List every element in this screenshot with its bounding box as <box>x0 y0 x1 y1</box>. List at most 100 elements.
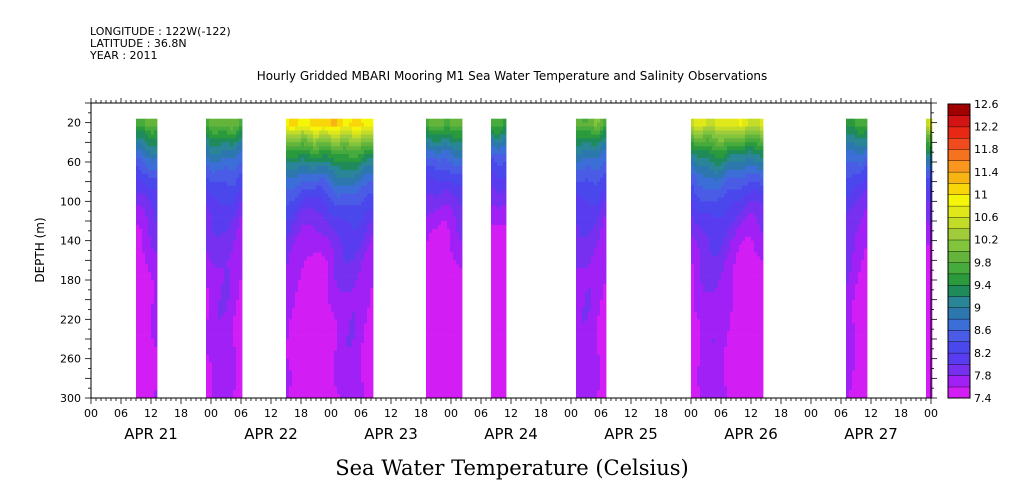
heatmap-cell <box>295 213 299 218</box>
heatmap-cell <box>370 118 374 123</box>
heatmap-cell <box>334 221 338 226</box>
heatmap-cell <box>298 362 302 367</box>
heatmap-cell <box>331 386 335 391</box>
heatmap-cell <box>331 197 335 202</box>
heatmap-cell <box>494 327 498 332</box>
heatmap-cell <box>491 232 495 238</box>
heatmap-cell <box>236 327 240 332</box>
heatmap-cell <box>307 221 311 226</box>
heatmap-cell <box>136 386 140 391</box>
heatmap-cell <box>429 142 433 147</box>
heatmap-cell <box>148 150 152 155</box>
heatmap-cell <box>295 303 299 308</box>
heatmap-cell <box>154 342 158 348</box>
heatmap-cell <box>224 382 228 387</box>
heatmap-cell <box>310 370 314 375</box>
heatmap-cell <box>236 394 240 399</box>
heatmap-cell <box>346 118 350 123</box>
heatmap-cell <box>497 386 501 391</box>
heatmap-cell <box>582 268 586 273</box>
heatmap-cell <box>503 181 507 186</box>
heatmap-cell <box>459 287 463 293</box>
heatmap-cell <box>148 346 152 352</box>
heatmap-cell <box>295 307 299 312</box>
heatmap-cell <box>438 221 442 226</box>
heatmap-cell <box>429 244 433 249</box>
heatmap-cell <box>295 362 299 367</box>
heatmap-cell <box>500 335 504 340</box>
heatmap-cell <box>337 197 341 202</box>
heatmap-cell <box>212 146 216 151</box>
heatmap-cell <box>212 217 216 222</box>
heatmap-cell <box>444 287 448 293</box>
heatmap-cell <box>340 244 344 249</box>
heatmap-cell <box>426 122 430 127</box>
heatmap-cell <box>224 177 228 182</box>
heatmap-cell <box>215 382 219 387</box>
heatmap-cell <box>236 240 240 245</box>
heatmap-cell <box>370 213 374 218</box>
heatmap-cell <box>224 291 228 297</box>
heatmap-cell <box>346 327 350 332</box>
heatmap-cell <box>340 370 344 375</box>
heatmap-cell <box>227 189 231 194</box>
heatmap-cell <box>432 209 436 214</box>
heatmap-cell <box>343 287 347 293</box>
heatmap-cell <box>239 252 243 257</box>
heatmap-cell <box>239 224 243 230</box>
heatmap-cell <box>494 303 498 308</box>
heatmap-cell <box>432 315 436 320</box>
heatmap-cell <box>441 358 445 363</box>
heatmap-cell <box>209 378 213 383</box>
heatmap-cell <box>221 138 225 143</box>
heatmap-cell <box>500 209 504 214</box>
heatmap-cell <box>212 197 216 202</box>
heatmap-cell <box>322 366 326 371</box>
heatmap-cell <box>212 272 216 277</box>
heatmap-cell <box>453 374 457 379</box>
heatmap-cell <box>582 154 586 159</box>
heatmap-cell <box>579 146 583 151</box>
heatmap-cell <box>328 162 332 167</box>
heatmap-cell <box>355 209 359 214</box>
heatmap-cell <box>286 307 290 312</box>
heatmap-cell <box>289 213 293 218</box>
heatmap-cell <box>224 331 228 336</box>
heatmap-cell <box>286 201 290 206</box>
heatmap-cell <box>503 154 507 159</box>
heatmap-cell <box>148 378 152 383</box>
heatmap-cell <box>136 307 140 312</box>
heatmap-cell <box>142 185 146 190</box>
heatmap-cell <box>588 378 592 383</box>
heatmap-cell <box>215 205 219 210</box>
heatmap-cell <box>343 350 347 356</box>
heatmap-cell <box>585 142 589 147</box>
heatmap-cell <box>582 126 586 131</box>
heatmap-cell <box>304 221 308 226</box>
heatmap-cell <box>136 260 140 265</box>
heatmap-cell <box>334 232 338 238</box>
heatmap-cell <box>435 193 439 198</box>
heatmap-cell <box>145 327 149 332</box>
heatmap-cell <box>148 331 152 336</box>
heatmap-cell <box>313 154 317 159</box>
heatmap-cell <box>313 370 317 375</box>
heatmap-cell <box>233 118 237 123</box>
heatmap-cell <box>322 370 326 375</box>
heatmap-cell <box>209 331 213 336</box>
heatmap-cell <box>304 291 308 297</box>
heatmap-cell <box>151 268 155 273</box>
heatmap-cell <box>447 134 451 139</box>
heatmap-cell <box>310 185 314 190</box>
heatmap-cell <box>497 276 501 281</box>
heatmap-cell <box>331 122 335 127</box>
heatmap-cell <box>343 209 347 214</box>
heatmap-cell <box>450 280 454 285</box>
heatmap-cell <box>450 390 454 395</box>
heatmap-cell <box>307 291 311 297</box>
heatmap-cell <box>136 252 140 257</box>
heatmap-cell <box>295 201 299 206</box>
heatmap-cell <box>292 382 296 387</box>
heatmap-cell <box>585 264 589 269</box>
heatmap-cell <box>500 193 504 198</box>
